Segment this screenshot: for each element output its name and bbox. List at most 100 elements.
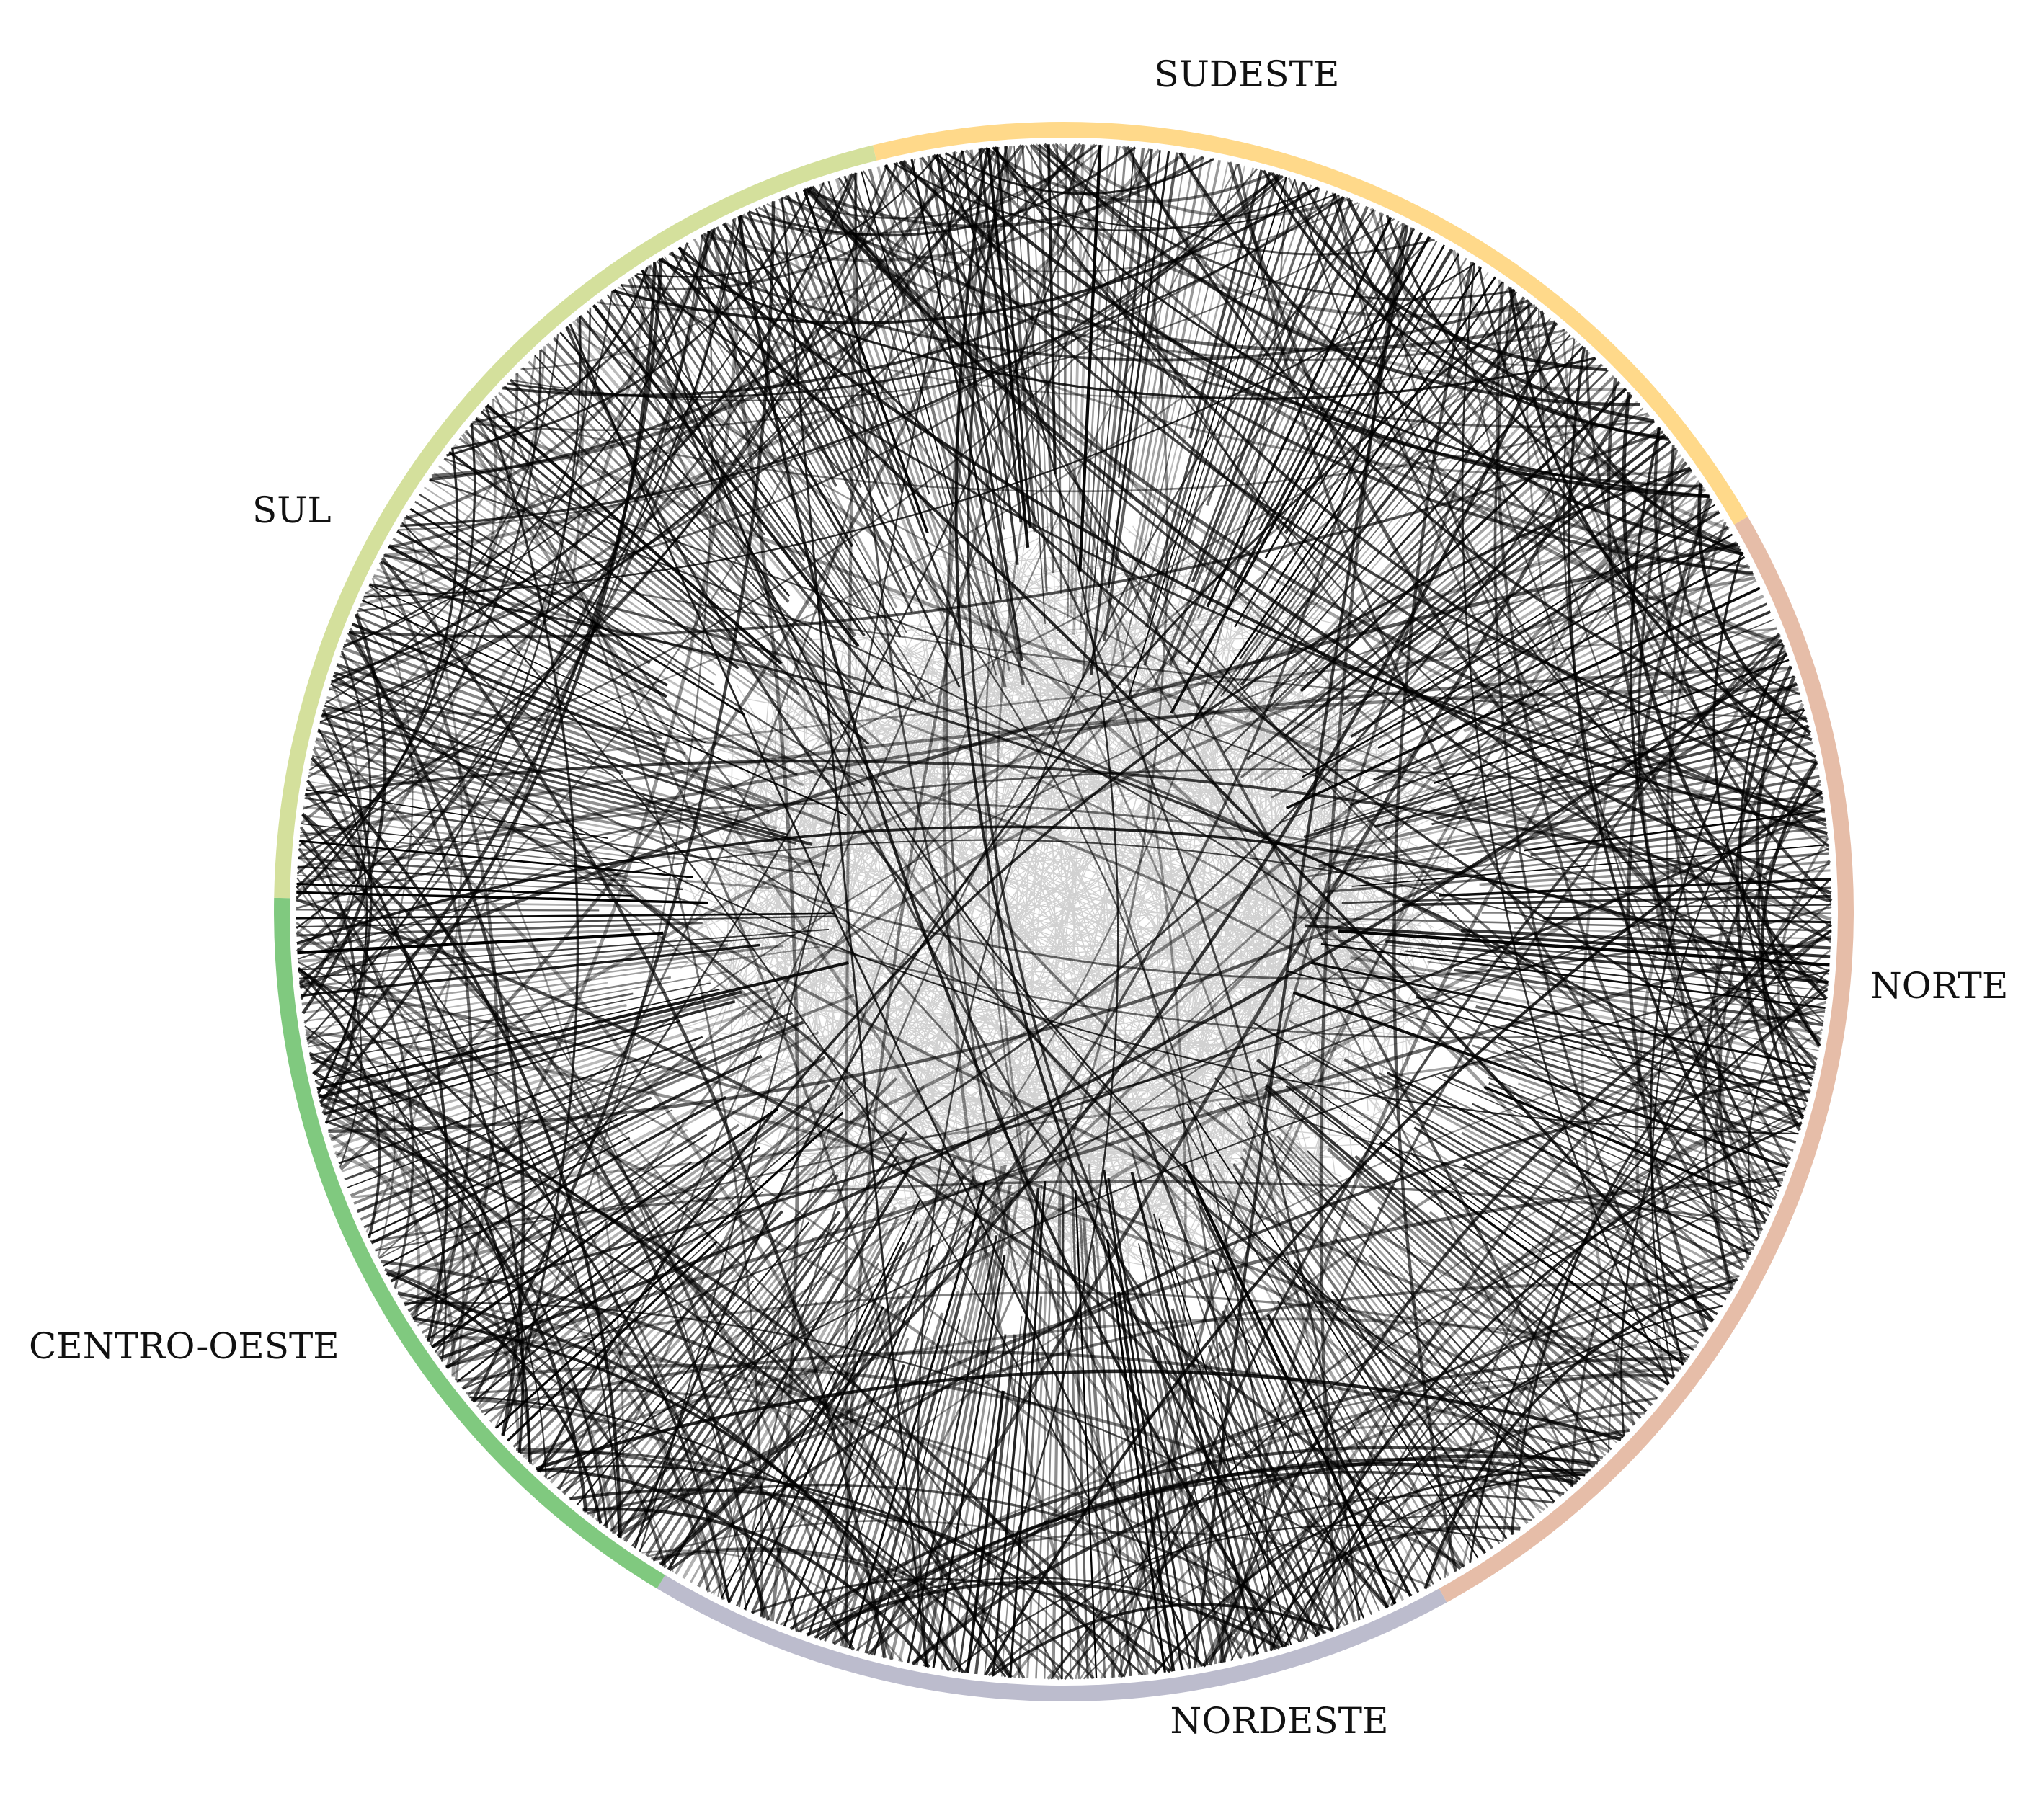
chord-edge xyxy=(1252,1474,1586,1656)
chord-edge xyxy=(1469,988,1829,1563)
chord-edge xyxy=(306,628,1778,790)
chord-edge xyxy=(964,149,1754,577)
spoke-edge xyxy=(1137,161,1229,571)
spoke-edge xyxy=(1302,801,1824,878)
spoke-edge xyxy=(590,1254,796,1517)
spoke-edge xyxy=(1129,153,1187,499)
chord-edge xyxy=(363,262,1476,598)
spoke-edge xyxy=(1149,1365,1209,1666)
spoke-edge xyxy=(1288,1020,1755,1247)
chord-edge xyxy=(1050,1170,1787,1680)
spoke-edge xyxy=(723,222,908,594)
spoke-edge xyxy=(509,378,769,628)
chord-edge xyxy=(494,395,763,1617)
spoke-edge xyxy=(659,1189,894,1566)
chord-edge xyxy=(634,274,1825,811)
chord-edge xyxy=(328,1133,456,1377)
chord-edge xyxy=(902,160,1754,575)
chord-edge xyxy=(631,277,1578,1482)
spoke-edge xyxy=(430,1108,778,1348)
spoke-edge xyxy=(325,1020,681,1123)
chord-edge xyxy=(328,682,1798,1133)
spoke-edge xyxy=(747,211,870,479)
spoke-edge xyxy=(421,1123,739,1334)
chord-edge xyxy=(1074,480,1700,1680)
spoke-edge xyxy=(300,943,728,989)
chord-edge xyxy=(471,201,776,1402)
chord-edge xyxy=(342,230,711,649)
chord-edge xyxy=(339,144,1026,1171)
spoke-edge xyxy=(374,1031,819,1252)
chord-edge xyxy=(862,170,1777,1198)
chord-edge xyxy=(325,700,1346,1626)
spoke-edge xyxy=(1222,1070,1607,1456)
chord-edge xyxy=(296,877,363,1168)
chord-edge xyxy=(451,186,813,450)
spoke-edge xyxy=(1276,240,1438,530)
spoke-edge xyxy=(1403,504,1715,700)
chord-edge xyxy=(324,334,559,705)
spoke-edge xyxy=(372,576,804,787)
chord-edge xyxy=(404,1301,1413,1597)
spoke-edge xyxy=(664,256,889,625)
chord-edge xyxy=(952,1524,1503,1672)
region-arc-sudeste xyxy=(872,121,1748,525)
spoke-edge xyxy=(716,226,913,613)
chord-edge xyxy=(869,393,1633,1656)
chord-edge xyxy=(333,143,1077,677)
chord-edge xyxy=(1319,223,1405,1629)
spoke-edge xyxy=(1269,357,1597,698)
region-arc-norte xyxy=(1439,517,1854,1603)
spoke-edge xyxy=(298,928,830,971)
chord-edge xyxy=(296,231,711,953)
spoke-edge xyxy=(616,1131,908,1538)
spoke-edge xyxy=(477,1077,868,1410)
spoke-edge xyxy=(1070,144,1085,614)
chord-edge xyxy=(306,1039,1278,1650)
spoke-edge xyxy=(1431,733,1811,826)
chord-edge xyxy=(321,146,999,718)
chord-edge xyxy=(317,729,747,1611)
spoke-edge xyxy=(693,238,898,608)
chord-edge xyxy=(587,1483,1327,1634)
chord-edge xyxy=(595,796,1824,1522)
chord-edge xyxy=(373,574,1753,1254)
chord-edge xyxy=(1178,152,1743,556)
chord-edge xyxy=(1666,522,1764,1232)
chord-edge xyxy=(300,373,519,824)
spoke-edge xyxy=(1021,145,1048,592)
chord-edge xyxy=(380,1260,1157,1675)
chord-edge xyxy=(296,448,459,899)
chord-edge xyxy=(641,1549,904,1663)
chord-edge xyxy=(323,708,1737,1283)
chord-edge xyxy=(783,195,1556,352)
chord-edge xyxy=(1047,1366,1681,1681)
chord-edge xyxy=(536,1468,856,1651)
chord-edge xyxy=(340,651,1282,1649)
chord-edge xyxy=(305,222,1404,796)
spoke-edge xyxy=(1110,1341,1149,1675)
spoke-edge xyxy=(874,1319,961,1656)
chord-edge xyxy=(917,209,1375,1668)
spoke-edge xyxy=(1343,1058,1744,1271)
spoke-edge xyxy=(367,1113,628,1236)
region-arc-centro-oeste xyxy=(274,897,665,1589)
chord-edge xyxy=(298,979,1625,1438)
spoke-edge xyxy=(339,655,603,750)
chord-edge xyxy=(304,793,799,1632)
chord-edge xyxy=(617,286,1574,399)
spoke-edge xyxy=(1461,1131,1736,1286)
spoke-edge xyxy=(1207,1345,1309,1640)
region-label-nordeste: NORDESTE xyxy=(1170,1700,1388,1742)
chord-edge xyxy=(1043,143,1640,406)
chord-edge xyxy=(399,1294,1106,1679)
spoke-edge xyxy=(1345,965,1818,1061)
chord-edge xyxy=(1502,949,1831,1541)
chord-edge xyxy=(1283,1304,1723,1647)
spoke-edge xyxy=(515,373,719,574)
spoke-edge xyxy=(296,928,641,945)
chord-edge xyxy=(1670,445,1824,800)
chord-edge xyxy=(1126,146,1813,742)
chord-edge xyxy=(1697,483,1812,734)
region-arc-nordeste xyxy=(657,1575,1447,1701)
